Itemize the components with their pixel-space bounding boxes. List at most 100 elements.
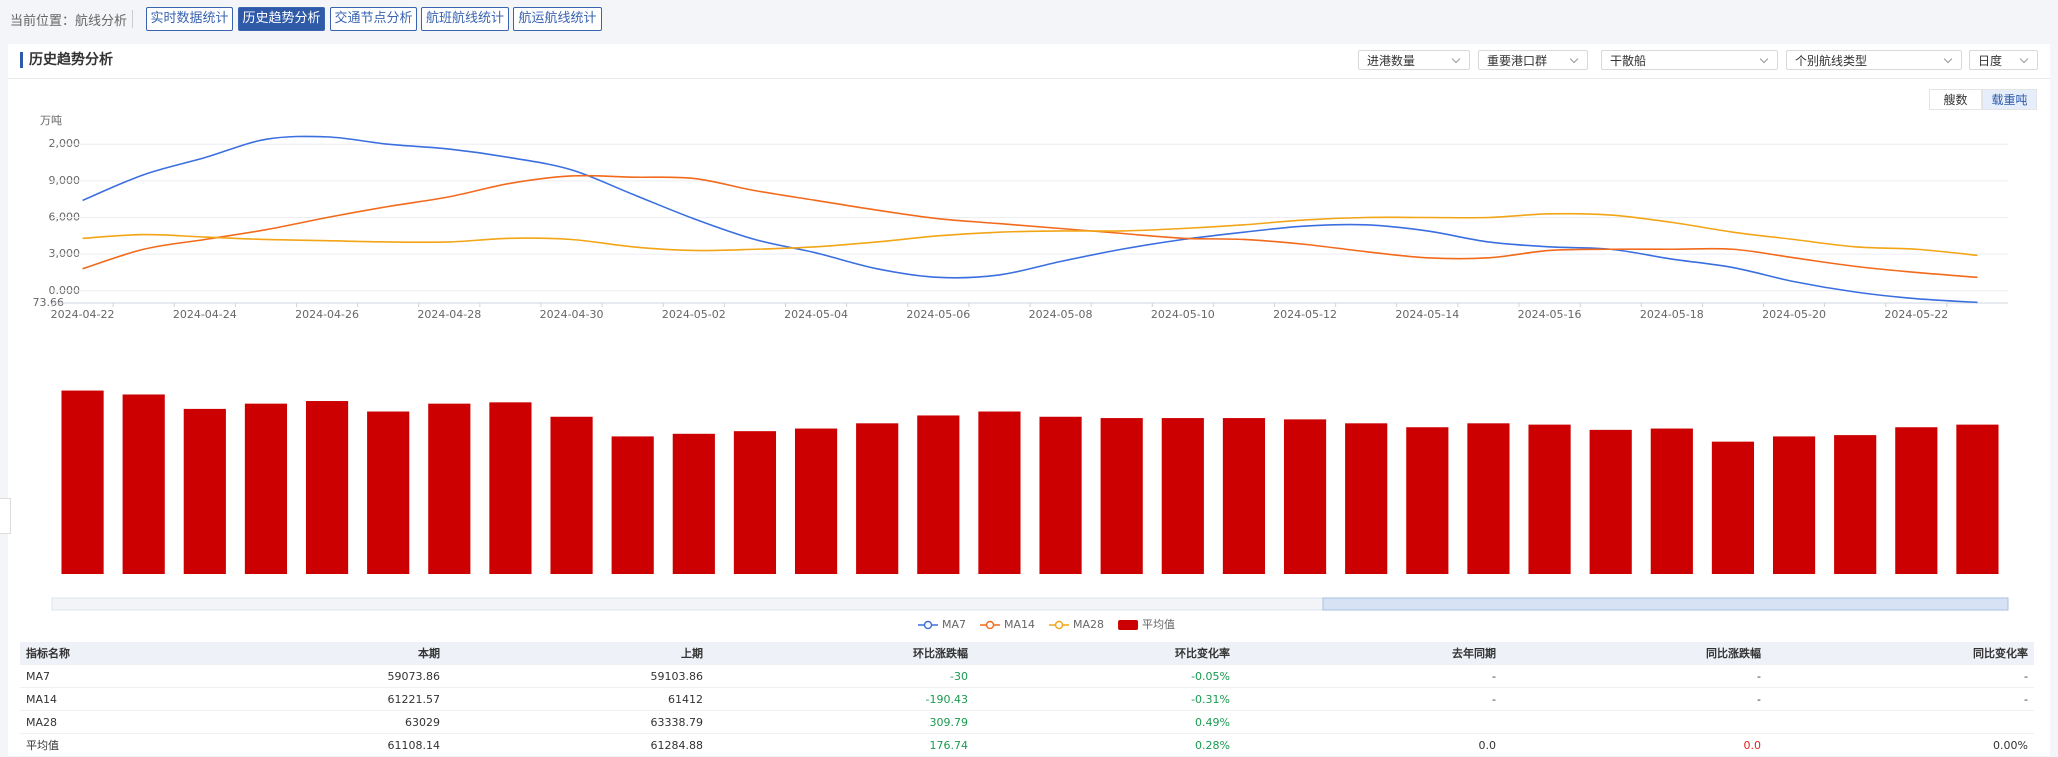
legend-label: 平均值	[1142, 618, 1175, 631]
table-cell: 平均值	[20, 733, 160, 757]
dropdown[interactable]: 日度	[1969, 50, 2038, 70]
bar	[1039, 416, 1082, 574]
bar	[1467, 423, 1510, 574]
collapse-handle[interactable]	[0, 498, 11, 534]
dropdown[interactable]: 重要港口群	[1478, 50, 1588, 70]
table-cell: -	[1236, 687, 1502, 711]
bar	[244, 403, 288, 574]
table-cell: -190.43	[709, 687, 974, 711]
bar	[1589, 429, 1632, 574]
bar	[794, 428, 838, 574]
table-cell: -0.05%	[974, 664, 1236, 688]
table-cell: 0.0	[1502, 733, 1767, 757]
bar	[183, 408, 226, 574]
axis-note: 73.66	[33, 296, 65, 309]
x-tick-label: 2024-05-04	[784, 308, 848, 321]
x-tick-label: 2024-04-30	[540, 308, 604, 321]
table-cell: 61284.88	[446, 733, 709, 757]
x-tick-label: 2024-04-28	[417, 308, 481, 321]
x-tick-label: 2024-05-16	[1518, 308, 1582, 321]
bar	[672, 433, 715, 574]
table-row: MA28 63029 63338.79 309.79 0.49%	[20, 710, 2034, 734]
table-cell: 0.0	[1236, 733, 1502, 757]
header-cell: 本期	[160, 642, 446, 665]
bar	[1161, 418, 1204, 574]
line-series	[82, 212, 1978, 257]
x-tick-label: 2024-05-18	[1640, 308, 1704, 321]
x-tick-label: 2024-04-24	[173, 308, 237, 321]
legend-item[interactable]: 平均值	[1118, 618, 1175, 631]
table-row: MA14 61221.57 61412 -190.43 -0.31% - - -	[20, 687, 2034, 711]
table-cell: -	[1502, 687, 1767, 711]
line-series	[82, 135, 1978, 304]
data-table: 指标名称 本期 上期 环比涨跌幅 环比变化率 去年同期 同比涨跌幅 同比变化率 MA7 59073…	[20, 642, 2034, 757]
chart: 万吨 73.66 0.0003,0006,0009,0002,0002024-0…	[33, 114, 2009, 631]
bar	[489, 402, 532, 574]
bar	[733, 431, 777, 574]
x-tick-label: 2024-04-26	[295, 308, 359, 321]
bar	[428, 403, 471, 574]
legend-swatch	[985, 620, 995, 630]
legend-swatch	[923, 620, 933, 630]
bar	[61, 390, 104, 574]
legend-label: MA14	[1004, 618, 1035, 631]
x-tick-label: 2024-05-08	[1029, 308, 1093, 321]
header-cell: 环比涨跌幅	[709, 642, 974, 665]
bar	[978, 411, 1021, 574]
table-cell: 61221.57	[160, 687, 446, 711]
tab[interactable]: 航运航线统计	[513, 7, 602, 31]
legend-item[interactable]: MA28	[1049, 618, 1104, 631]
bar	[1650, 428, 1693, 574]
table-row: MA7 59073.86 59103.86 -30 -0.05% - - -	[20, 664, 2034, 688]
tab[interactable]: 实时数据统计	[146, 7, 233, 31]
unit-button[interactable]: 艘数	[1929, 89, 1982, 110]
table-cell	[1767, 710, 2034, 734]
bar	[1895, 427, 1938, 574]
dropdown[interactable]: 干散船	[1601, 50, 1778, 70]
zoom-window[interactable]	[1322, 597, 2009, 611]
dropdown[interactable]: 个别航线类型	[1786, 50, 1962, 70]
bar	[550, 416, 593, 574]
divider	[8, 78, 2050, 79]
legend-label: MA7	[942, 618, 966, 631]
header-cell: 去年同期	[1236, 642, 1502, 665]
tab-active[interactable]: 历史趋势分析	[238, 7, 325, 31]
bar	[367, 411, 410, 574]
x-tick-label: 2024-05-10	[1151, 308, 1215, 321]
dropdown[interactable]: 进港数量	[1358, 50, 1470, 70]
x-tick-label: 2024-05-12	[1273, 308, 1337, 321]
header-row: 指标名称 本期 上期 环比涨跌幅 环比变化率 去年同期 同比涨跌幅 同比变化率	[20, 642, 2034, 665]
legend-swatch	[1118, 620, 1139, 630]
separator	[132, 10, 133, 28]
header-cell: 指标名称	[20, 642, 160, 665]
table-cell: -	[1236, 664, 1502, 688]
bar	[1711, 441, 1755, 574]
bar	[1283, 419, 1327, 574]
unit-button-active[interactable]: 载重吨	[1982, 89, 2037, 110]
bar	[122, 394, 165, 574]
table-cell: -	[1767, 687, 2034, 711]
header-cell: 环比变化率	[974, 642, 1236, 665]
table-cell: 0.00%	[1767, 733, 2034, 757]
legend-item[interactable]: MA14	[980, 618, 1035, 631]
table-cell: MA28	[20, 710, 160, 734]
bar	[1345, 423, 1388, 574]
legend-item[interactable]: MA7	[918, 618, 966, 631]
table-cell: 59073.86	[160, 664, 446, 688]
table-cell: 59103.86	[446, 664, 709, 688]
panel-title: 历史趋势分析	[20, 52, 113, 68]
bar	[1100, 418, 1143, 574]
x-tick-label: 2024-04-22	[51, 308, 115, 321]
tab[interactable]: 交通节点分析	[330, 7, 417, 31]
header-cell: 同比变化率	[1767, 642, 2034, 665]
tab[interactable]: 航班航线统计	[421, 7, 509, 31]
x-tick-label: 2024-05-06	[906, 308, 970, 321]
x-tick-label: 2024-05-22	[1884, 308, 1948, 321]
legend-label: MA28	[1073, 618, 1104, 631]
bar	[1834, 435, 1877, 574]
bar	[917, 415, 960, 574]
table-cell: 63029	[160, 710, 446, 734]
bar	[856, 423, 899, 574]
header-cell: 上期	[446, 642, 709, 665]
